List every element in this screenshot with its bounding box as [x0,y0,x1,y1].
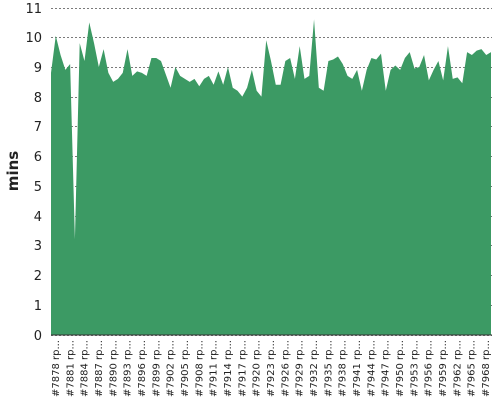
y-tick-label: 3 [34,239,42,254]
y-tick-label: 1 [34,299,42,314]
y-tick-label: 5 [34,180,42,195]
x-tick-label: #7899 rp... [151,340,162,397]
y-axis-label: mins [4,151,22,191]
x-tick-label: #7941 rp... [352,340,363,397]
x-tick-label: #7905 rp... [180,340,191,397]
x-tick-label: #7920 rp... [252,340,263,397]
x-tick-label: #7884 rp... [80,340,91,397]
x-tick-label: #7935 rp... [323,340,334,397]
x-tick-label: #7917 rp... [237,340,248,397]
x-tick-label: #7932 rp... [309,340,320,397]
x-tick-label: #7962 rp... [452,340,463,397]
x-tick-label: #7944 rp... [366,340,377,397]
x-tick-label: #7908 rp... [194,340,205,397]
x-tick-label: #7890 rp... [108,340,119,397]
x-tick-label: #7878 rp... [51,340,62,397]
x-tick-label: #7956 rp... [424,340,435,397]
x-tick-label: #7959 rp... [438,340,449,397]
x-tick-label: #7947 rp... [381,340,392,397]
y-tick-label: 2 [34,269,42,284]
x-tick-label: #7881 rp... [65,340,76,397]
x-tick-label: #7896 rp... [137,340,148,397]
y-tick-label: 0 [34,329,42,344]
x-tick-label: #7887 rp... [94,340,105,397]
x-tick-label: #7965 rp... [467,340,478,397]
x-tick-label: #7902 rp... [166,340,177,397]
y-tick-label: 10 [25,31,42,46]
y-tick-label: 11 [25,2,42,17]
x-tick-label: #7926 rp... [280,340,291,397]
x-tick-label: #7923 rp... [266,340,277,397]
area-series [51,19,491,335]
y-tick-labels: 0 1 2 3 4 5 6 7 8 9 10 11 [25,2,42,344]
x-tick-label: #7914 rp... [223,340,234,397]
x-tick-label: #7950 rp... [395,340,406,397]
x-tick-label: #7929 rp... [295,340,306,397]
x-tick-labels: #7878 rp... #7881 rp... #7884 rp... #7887 r… [51,340,492,397]
x-tick-label: #7938 rp... [338,340,349,397]
y-tick-label: 4 [34,210,42,225]
x-tick-label: #7911 rp... [209,340,220,397]
y-tick-label: 6 [34,150,42,165]
y-tick-label: 7 [34,120,42,135]
y-tick-label: 9 [34,61,42,76]
x-tick-label: #7968 rp... [481,340,492,397]
x-tick-label: #7953 rp... [409,340,420,397]
y-tick-label: 8 [34,91,42,106]
x-tick-label: #7893 rp... [123,340,134,397]
